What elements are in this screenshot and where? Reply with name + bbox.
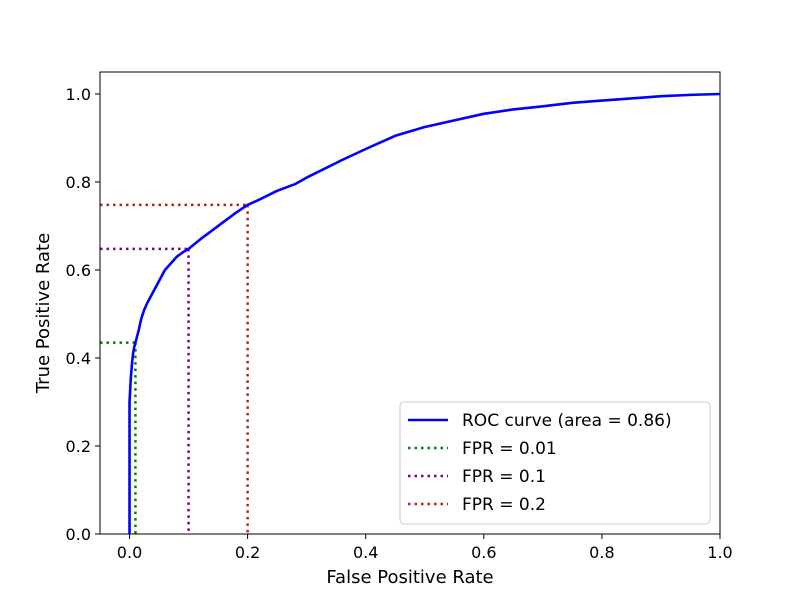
legend: ROC curve (area = 0.86) FPR = 0.01 FPR = 0…: [399, 401, 711, 525]
roc-curve-line: [128, 92, 721, 534]
y-tick-label: 0.8: [66, 173, 91, 192]
y-tick-label: 0.4: [66, 349, 91, 368]
x-tick-label: 0.0: [117, 543, 142, 562]
legend-box: [399, 401, 711, 525]
x-tick-label: 0.2: [235, 543, 260, 562]
legend-items: ROC curve (area = 0.86) FPR = 0.01 FPR = 0…: [408, 411, 672, 515]
x-tick-label: 0.4: [353, 543, 378, 562]
x-tick-label: 0.8: [589, 543, 614, 562]
y-axis-ticks: 0.0 0.2 0.4 0.6 0.8 1.0: [66, 85, 100, 544]
y-axis-label: True Positive Rate: [33, 233, 54, 394]
legend-label: FPR = 0.1: [462, 467, 546, 487]
legend-label: ROC curve (area = 0.86): [462, 411, 672, 431]
y-tick-label: 1.0: [66, 85, 91, 104]
x-axis-ticks: 0.0 0.2 0.4 0.6 0.8 1.0: [117, 534, 733, 562]
legend-label: FPR = 0.2: [462, 495, 546, 515]
plot-frame: [99, 71, 721, 535]
legend-label: FPR = 0.01: [462, 439, 557, 459]
y-tick-label: 0.0: [66, 525, 91, 544]
x-axis-label: False Positive Rate: [326, 567, 493, 588]
y-tick-label: 0.6: [66, 261, 91, 280]
x-tick-label: 1.0: [707, 543, 732, 562]
y-tick-label: 0.2: [66, 437, 91, 456]
chart-marks: [100, 92, 721, 534]
x-tick-label: 0.6: [471, 543, 496, 562]
